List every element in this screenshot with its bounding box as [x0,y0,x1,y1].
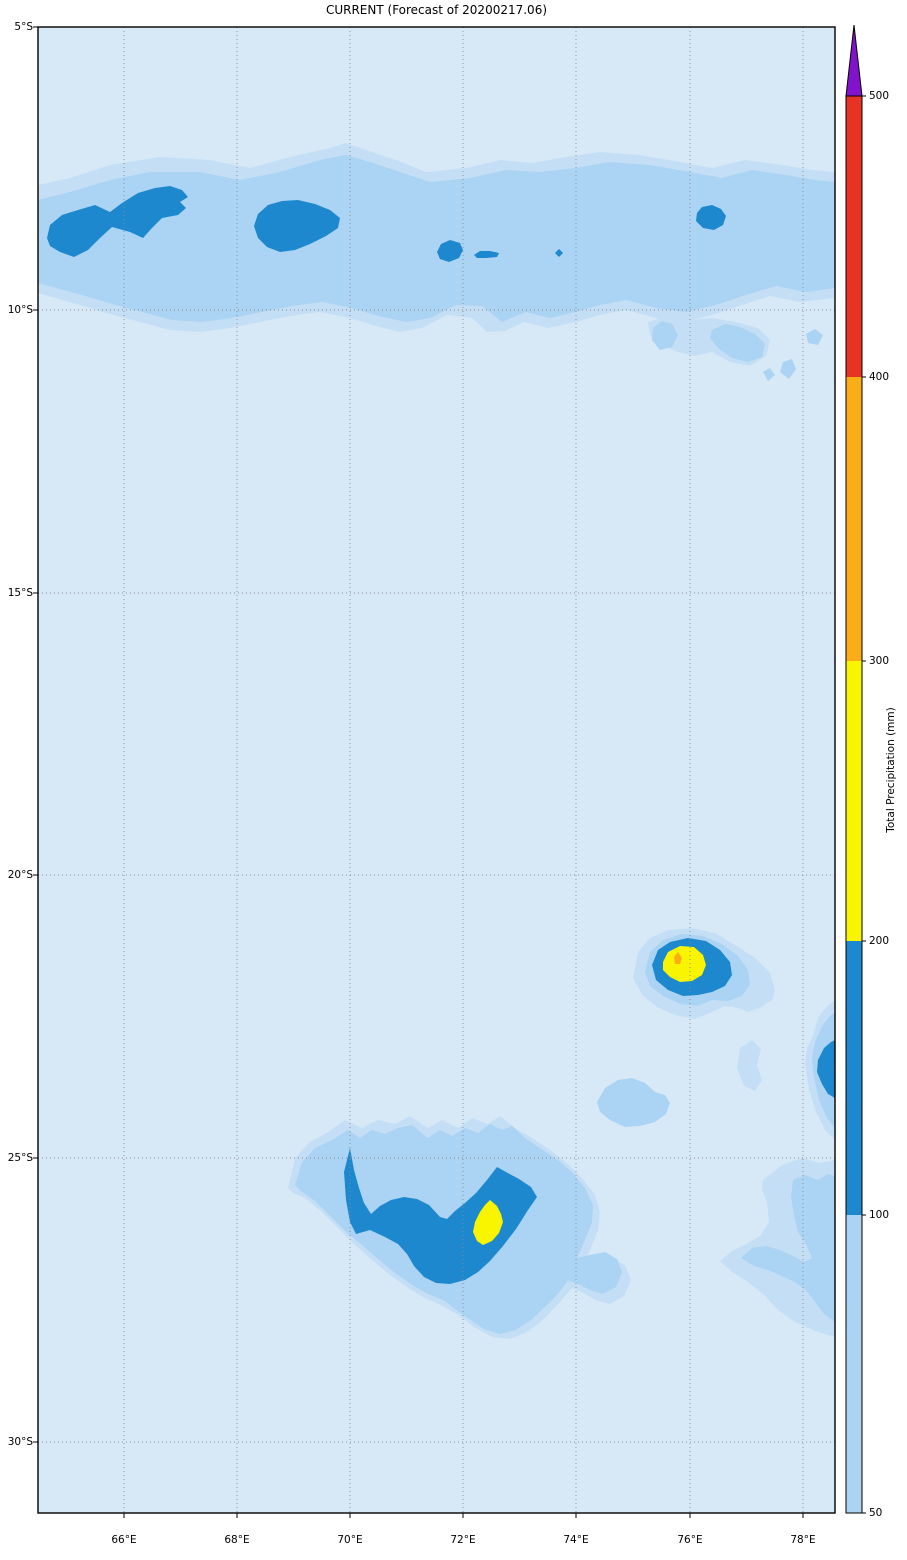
y-tick-label: 10°S [7,304,33,316]
colorbar-label: Total Precipitation (mm) [885,707,897,833]
contour-layer [38,143,835,1339]
contour-region-east-edge-patch [817,1040,835,1098]
colorbar-segment-200-300 [846,661,862,941]
colorbar-over-triangle [845,24,863,97]
contour-region-small-fringe-23s [737,1040,762,1091]
colorbar-segment-100-200 [846,941,862,1215]
contour-region-patch-11s-b [763,368,775,381]
contour-region-south-yellow [473,1200,503,1245]
y-tick-label: 20°S [7,869,33,881]
colorbar-tick-label: 50 [869,1507,883,1519]
colorbar-tick-label: 300 [869,655,890,667]
x-tick-label: 74°E [563,1534,589,1546]
y-tick-label: 5°S [14,21,33,33]
colorbar-segment-50-100 [846,1215,862,1513]
contour-region-se-spot-orange-dot [674,952,682,964]
map-border [37,26,836,1514]
x-tick-label: 78°E [790,1534,816,1546]
colorbar-segment-300-400 [846,377,862,661]
contour-region-north-blob-small-a [437,240,463,262]
x-tick-label: 72°E [450,1534,476,1546]
colorbar-outline [845,95,863,1514]
colorbar-segment-400-500 [846,96,862,377]
contour-region-north-blob-mid [254,200,340,252]
y-tick-label: 25°S [7,1152,33,1164]
x-tick-label: 66°E [111,1534,137,1546]
contour-region-se-spot-yellow [663,946,706,982]
chart-title: CURRENT (Forecast of 20200217.06) [325,3,548,17]
x-tick-label: 70°E [337,1534,363,1546]
x-tick-label: 76°E [677,1534,703,1546]
contour-region-patch-11s-a [780,359,796,379]
y-tick-label: 15°S [7,587,33,599]
y-tick-label: 30°S [7,1436,33,1448]
contour-region-north-blob-west [47,186,188,257]
colorbar-tick-label: 400 [869,371,890,383]
contour-region-north-blob-east [696,205,726,230]
contour-region-north-band [38,155,835,322]
contour-region-patch-23s [597,1078,670,1127]
contour-region-north-blob-dot [555,249,563,257]
colorbar-tick-label: 500 [869,90,890,102]
colorbar-tick-label: 100 [869,1209,890,1221]
contour-region-patch-10s-c [806,329,823,345]
colorbar-tick-label: 200 [869,935,890,947]
contour-region-east-edge-lower-halo [741,1174,835,1322]
contour-region-south-v-band [344,1148,537,1284]
contour-region-patch-10s-a [652,321,678,350]
x-tick-label: 68°E [224,1534,250,1546]
contour-region-patch-10s-b [710,324,765,362]
contour-region-north-blob-sliver [474,251,499,258]
